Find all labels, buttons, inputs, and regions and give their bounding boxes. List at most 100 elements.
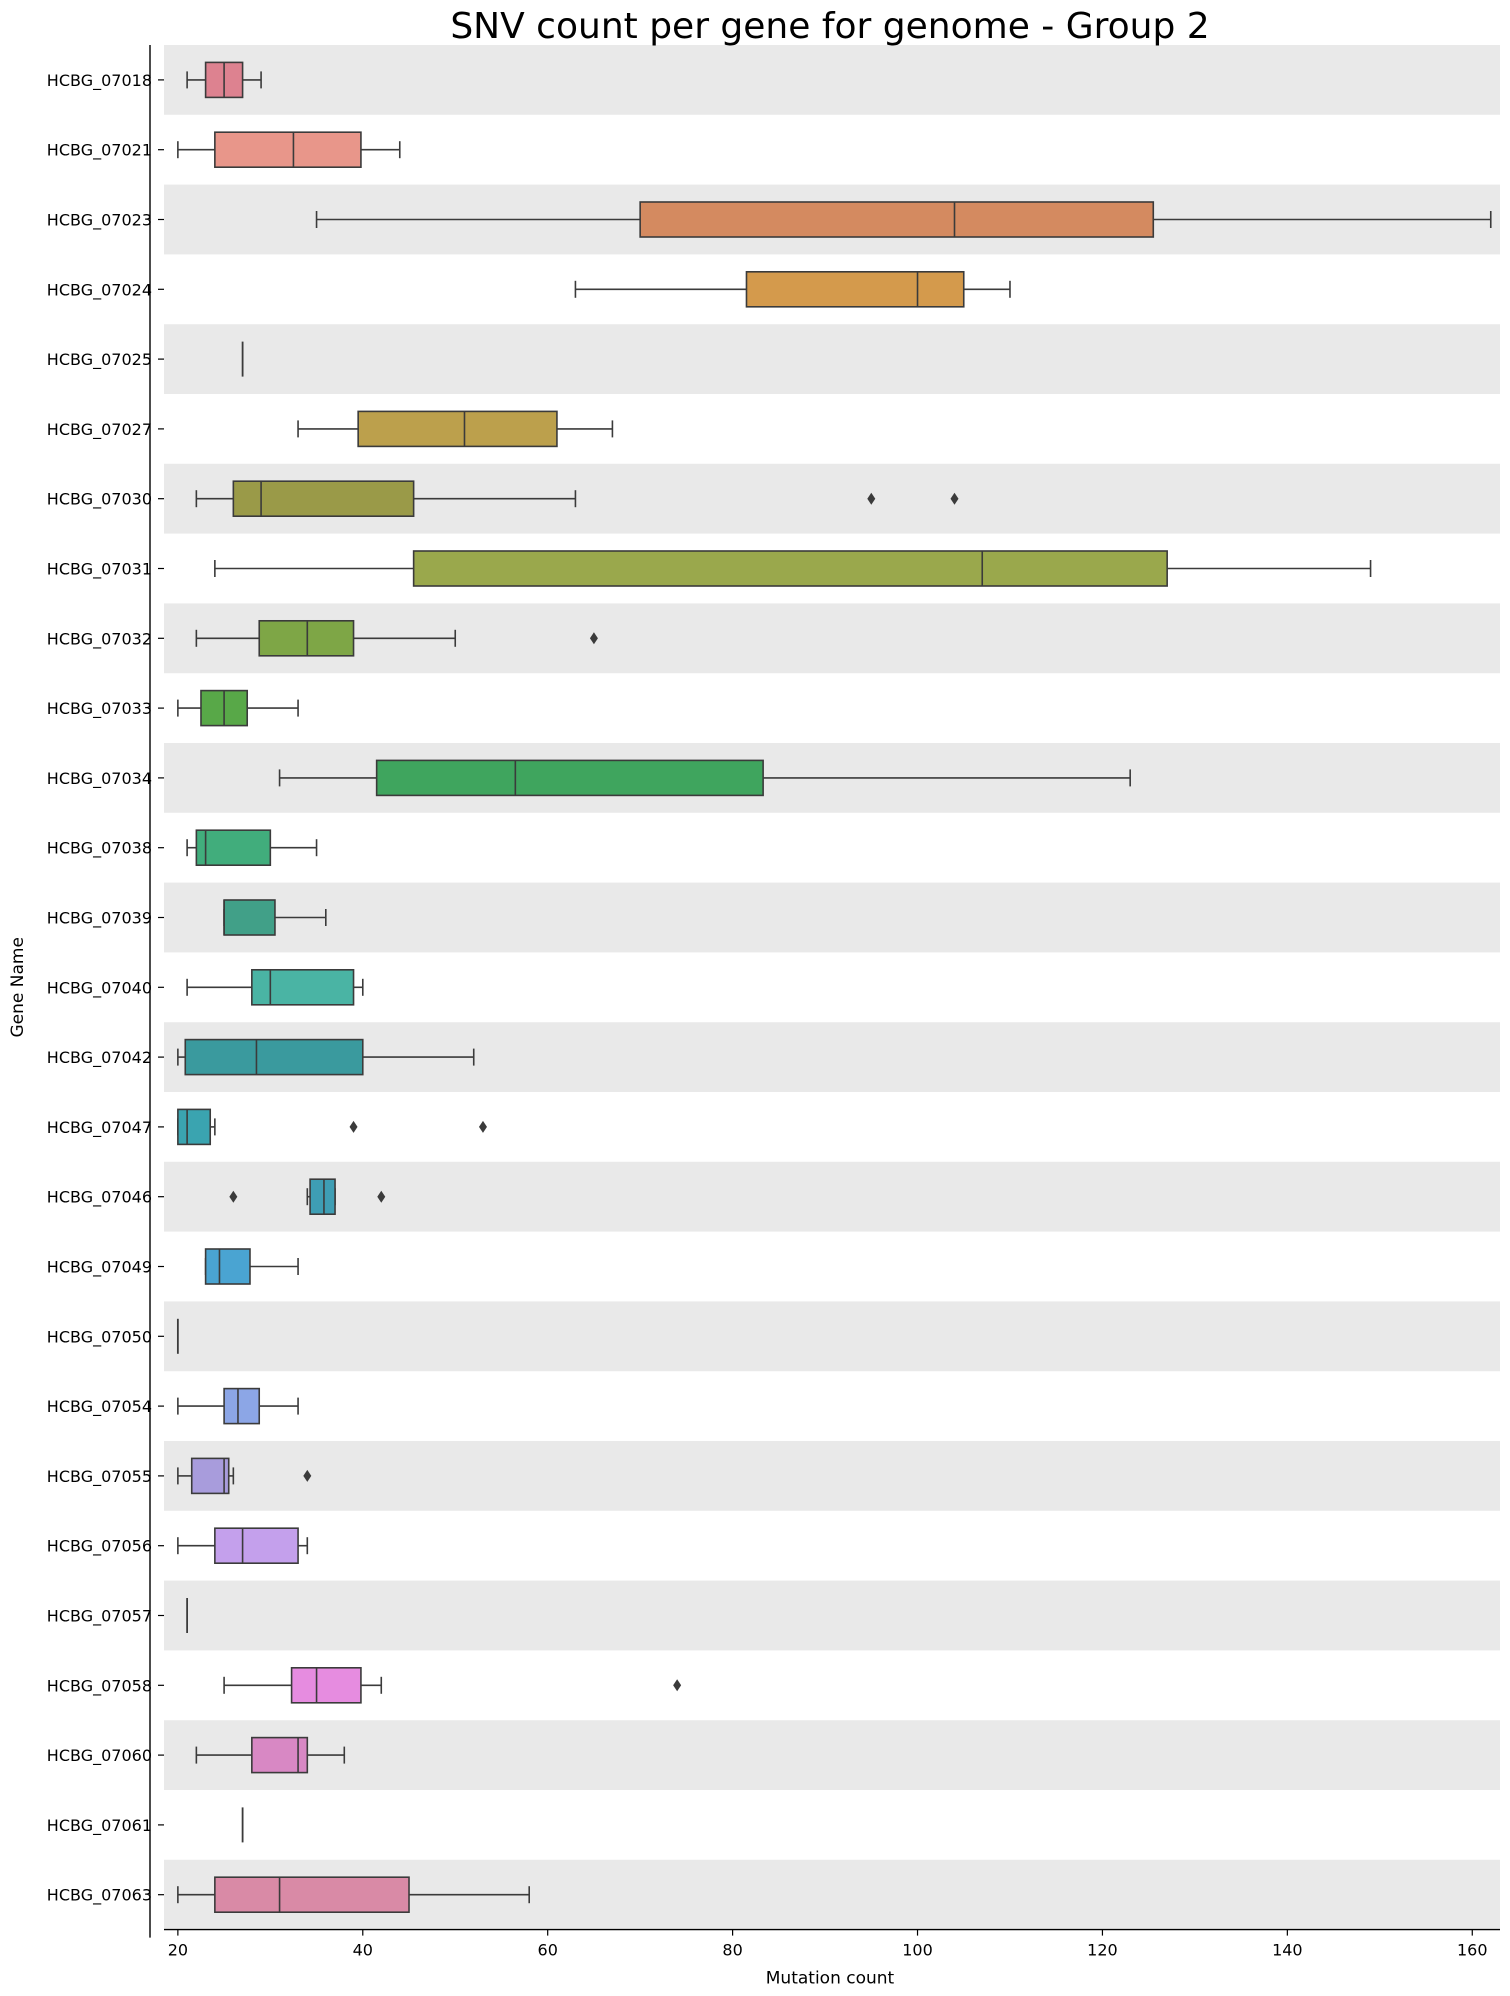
- x-tick-label: 120: [1087, 1941, 1118, 1960]
- y-tick-label: HCBG_07042: [47, 1048, 152, 1068]
- row-band: [164, 1580, 1500, 1651]
- x-tick-label: 40: [353, 1941, 373, 1960]
- y-tick-label: HCBG_07060: [47, 1746, 152, 1766]
- box-iqr: [309, 1178, 336, 1215]
- y-tick-label: HCBG_07055: [47, 1467, 152, 1487]
- box-hcbg-07031: [214, 550, 1372, 587]
- chart-title: SNV count per gene for genome - Group 2: [450, 6, 1209, 47]
- outlier-point: [303, 1469, 312, 1482]
- box-iqr: [357, 410, 558, 448]
- box-iqr: [412, 550, 1168, 587]
- box-hcbg-07023: [315, 201, 1492, 238]
- box-hcbg-07054: [177, 1387, 299, 1425]
- y-tick-label: HCBG_07049: [47, 1258, 152, 1278]
- x-tick-label: 160: [1457, 1941, 1488, 1960]
- box-hcbg-07038: [186, 829, 318, 867]
- box-iqr: [251, 968, 355, 1006]
- box-hcbg-07032: [195, 619, 598, 657]
- row-band: [164, 1720, 1500, 1790]
- box-iqr: [177, 1108, 212, 1146]
- box-hcbg-07046: [229, 1178, 386, 1215]
- x-tick-label: 60: [538, 1941, 558, 1960]
- y-tick-label: HCBG_07057: [47, 1607, 152, 1627]
- y-tick-label: HCBG_07050: [47, 1327, 152, 1347]
- box-iqr: [223, 899, 276, 936]
- box-hcbg-07039: [223, 899, 327, 936]
- box-iqr: [290, 1667, 362, 1704]
- box-iqr: [190, 1457, 230, 1495]
- box-series: [176, 61, 1492, 1913]
- row-bands: [164, 45, 1500, 1930]
- x-tick-label: 100: [902, 1941, 933, 1960]
- box-iqr: [745, 270, 965, 308]
- y-tick-label: HCBG_07047: [47, 1118, 152, 1138]
- tick-labels: HCBG_07018 HCBG_07021 HCBG_07023 HCBG_07024…: [47, 71, 1488, 1960]
- x-tick-label: 140: [1272, 1941, 1303, 1960]
- box-hcbg-07030: [195, 480, 959, 518]
- box-hcbg-07047: [177, 1108, 487, 1146]
- x-axis-title: Mutation count: [766, 1969, 895, 1989]
- box-hcbg-07042: [177, 1038, 475, 1076]
- box-hcbg-07021: [177, 131, 401, 168]
- box-hcbg-07024: [574, 270, 1011, 308]
- y-tick-label: HCBG_07023: [47, 211, 152, 231]
- row-band: [164, 324, 1500, 394]
- y-tick-label: HCBG_07027: [47, 420, 152, 440]
- box-iqr: [214, 131, 362, 168]
- box-hcbg-07034: [278, 759, 1131, 797]
- y-tick-label: HCBG_07025: [47, 350, 152, 370]
- y-tick-label: HCBG_07039: [47, 909, 152, 929]
- outlier-point: [229, 1190, 238, 1203]
- box-hcbg-07033: [177, 689, 299, 727]
- row-band: [164, 1441, 1500, 1511]
- y-tick-label: HCBG_07061: [47, 1816, 152, 1836]
- box-iqr: [251, 1736, 309, 1774]
- box-hcbg-07055: [177, 1457, 312, 1495]
- y-tick-label: HCBG_07054: [47, 1397, 152, 1417]
- y-tick-label: HCBG_07021: [47, 141, 152, 161]
- row-band: [164, 882, 1500, 953]
- box-hcbg-07018: [186, 61, 262, 99]
- outlier-point: [377, 1190, 386, 1203]
- box-iqr: [639, 201, 1155, 238]
- box-hcbg-07063: [177, 1876, 531, 1913]
- box-iqr: [195, 829, 272, 867]
- y-tick-label: HCBG_07056: [47, 1537, 152, 1557]
- outlier-point: [349, 1120, 358, 1133]
- box-hcbg-07056: [177, 1527, 309, 1564]
- outlier-point: [589, 632, 598, 645]
- box-iqr: [223, 1387, 261, 1425]
- y-tick-label: HCBG_07031: [47, 560, 152, 580]
- box-iqr: [184, 1038, 364, 1076]
- y-tick-label: HCBG_07046: [47, 1188, 152, 1208]
- y-tick-label: HCBG_07018: [47, 71, 152, 91]
- box-hcbg-07060: [195, 1736, 346, 1774]
- box-iqr: [214, 1527, 299, 1564]
- box-iqr: [232, 480, 415, 518]
- row-band: [164, 45, 1500, 115]
- y-tick-label: HCBG_07058: [47, 1676, 152, 1696]
- y-tick-label: HCBG_07024: [47, 280, 152, 300]
- box-hcbg-07058: [223, 1667, 682, 1704]
- box-iqr: [258, 619, 355, 657]
- row-band: [164, 1161, 1500, 1232]
- y-tick-label: HCBG_07033: [47, 699, 152, 719]
- box-iqr: [214, 1876, 410, 1913]
- box-hcbg-07049: [204, 1248, 299, 1285]
- box-iqr: [204, 1248, 251, 1285]
- box-hcbg-07040: [186, 968, 364, 1006]
- outlier-point: [673, 1679, 682, 1692]
- outlier-point: [867, 492, 876, 505]
- y-axis-title: Gene Name: [8, 937, 28, 1037]
- row-band: [164, 1301, 1500, 1372]
- x-tick-label: 80: [722, 1941, 742, 1960]
- y-tick-label: HCBG_07034: [47, 769, 152, 789]
- outlier-point: [478, 1120, 487, 1133]
- y-tick-label: HCBG_07038: [47, 839, 152, 859]
- box-hcbg-07027: [297, 410, 614, 448]
- axes: [149, 45, 1500, 1938]
- y-tick-label: HCBG_07063: [47, 1886, 152, 1906]
- y-tick-label: HCBG_07032: [47, 629, 152, 649]
